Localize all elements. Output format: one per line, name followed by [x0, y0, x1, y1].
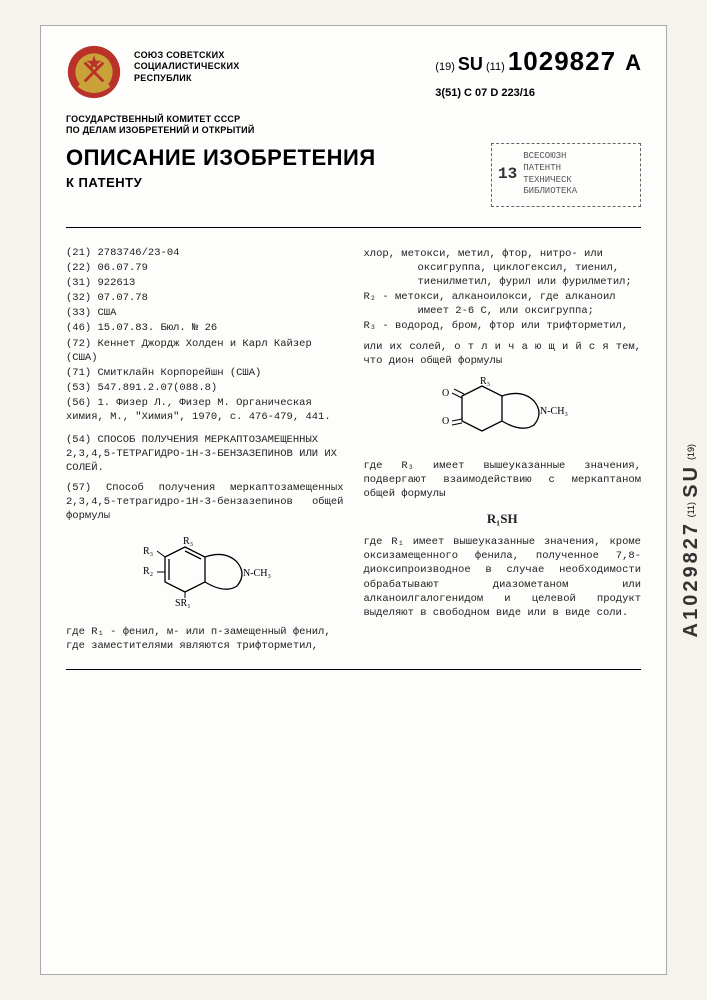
chemical-formula-1: R₃ R₂ R₃ SR₁ N-CH₃ — [66, 532, 344, 617]
ipc-code: С 07 D 223/16 — [464, 87, 535, 99]
final-paragraph: где R₁ имеет вышеуказанные значения, кро… — [364, 535, 642, 620]
r2-definition: R₂ - метокси, алканоилокси, где алканоил… — [364, 290, 642, 318]
publication-codes: (19) SU (11) 1029827 A 3(51) С 07 D 223/… — [435, 46, 641, 99]
ipc-prefix: 3(51) — [435, 87, 461, 99]
field-72: (72) Кеннет Джордж Холден и Карл Кайзер … — [66, 337, 344, 365]
svg-text:N-CH₃: N-CH₃ — [540, 406, 568, 417]
body-columns: (21) 2783746/23-04 (22) 06.07.79 (31) 92… — [41, 228, 666, 664]
emblem-row: СОЮЗ СОВЕТСКИХ СОЦИАЛИСТИЧЕСКИХ РЕСПУБЛИ… — [66, 44, 641, 100]
side-code11: (11) — [686, 502, 696, 517]
stamp-text: ВСЕСОЮЗН ПАТЕНТН ТЕХНИЧЕСК БИБЛИОТЕКА — [523, 151, 577, 198]
left-column: (21) 2783746/23-04 (22) 06.07.79 (31) 92… — [66, 246, 344, 654]
side-publication-code: (19) SU (11) 1029827 A — [671, 440, 707, 637]
abstract-57: (57) Способ получения меркаптозамещенных… — [66, 481, 344, 524]
stamp-number: 13 — [498, 164, 517, 185]
where-r3: где R₃ имеет вышеуказанные значения, под… — [364, 459, 642, 502]
field-32: (32) 07.07.78 — [66, 291, 344, 305]
publication-number: 1029827 — [508, 46, 616, 76]
field-31: (31) 922613 — [66, 276, 344, 290]
bottom-divider — [66, 669, 641, 670]
r1-continued: хлор, метокси, метил, фтор, нитро- или о… — [364, 247, 642, 290]
side-su: SU — [680, 464, 703, 498]
formula-rsh: R₁SH — [364, 510, 642, 528]
ussr-emblem-icon — [66, 44, 122, 100]
code-19: (19) — [435, 61, 455, 73]
country-code: SU — [458, 54, 483, 74]
field-56: (56) 1. Физер Л., Физер М. Органическая … — [66, 396, 344, 424]
svg-text:SR₁: SR₁ — [175, 598, 191, 609]
side-number: 1029827 — [680, 521, 703, 620]
right-column: хлор, метокси, метил, фтор, нитро- или о… — [364, 246, 642, 654]
title-row: ОПИСАНИЕ ИЗОБРЕТЕНИЯ К ПАТЕНТУ 13 ВСЕСОЮ… — [66, 143, 641, 207]
svg-text:R₃: R₃ — [480, 376, 490, 387]
side-kind: A — [680, 620, 703, 637]
field-53: (53) 547.891.2.07(088.8) — [66, 381, 344, 395]
side-code19: (19) — [686, 444, 696, 460]
chemical-formula-2: O O R₃ N-CH₃ — [364, 376, 642, 451]
code-11: (11) — [486, 61, 505, 73]
field-33: (33) США — [66, 306, 344, 320]
where-r1: где R₁ - фенил, м- или п-замещенный фени… — [66, 625, 344, 653]
svg-text:O: O — [442, 416, 449, 427]
svg-text:R₃: R₃ — [143, 546, 153, 557]
svg-text:N-CH₃: N-CH₃ — [243, 568, 271, 579]
field-46: (46) 15.07.83. Бюл. № 26 — [66, 321, 344, 335]
svg-text:R₂: R₂ — [143, 566, 153, 577]
field-22: (22) 06.07.79 — [66, 261, 344, 275]
invention-title: (54) СПОСОБ ПОЛУЧЕНИЯ МЕРКАПТОЗАМЕЩЕННЫХ… — [66, 433, 344, 476]
bibliographic-data: (21) 2783746/23-04 (22) 06.07.79 (31) 92… — [66, 246, 344, 425]
svg-text:R₃: R₃ — [183, 536, 193, 547]
library-stamp: 13 ВСЕСОЮЗН ПАТЕНТН ТЕХНИЧЕСК БИБЛИОТЕКА — [491, 143, 641, 207]
patent-page: СОЮЗ СОВЕТСКИХ СОЦИАЛИСТИЧЕСКИХ РЕСПУБЛИ… — [40, 25, 667, 975]
document-subtitle: К ПАТЕНТУ — [66, 175, 376, 190]
field-21: (21) 2783746/23-04 — [66, 246, 344, 260]
svg-text:O: O — [442, 388, 449, 399]
republic-label: СОЮЗ СОВЕТСКИХ СОЦИАЛИСТИЧЕСКИХ РЕСПУБЛИ… — [134, 44, 240, 84]
field-71: (71) Смитклайн Корпорейшн (США) — [66, 366, 344, 380]
header: СОЮЗ СОВЕТСКИХ СОЦИАЛИСТИЧЕСКИХ РЕСПУБЛИ… — [41, 26, 666, 217]
kind-code: A — [625, 50, 641, 75]
document-title: ОПИСАНИЕ ИЗОБРЕТЕНИЯ — [66, 145, 376, 171]
committee-label: ГОСУДАРСТВЕННЫЙ КОМИТЕТ СССР ПО ДЕЛАМ ИЗ… — [66, 114, 641, 137]
or-salts: или их солей, о т л и ч а ю щ и й с я те… — [364, 340, 642, 368]
r3-definition: R₃ - водород, бром, фтор или трифтормети… — [364, 319, 642, 333]
